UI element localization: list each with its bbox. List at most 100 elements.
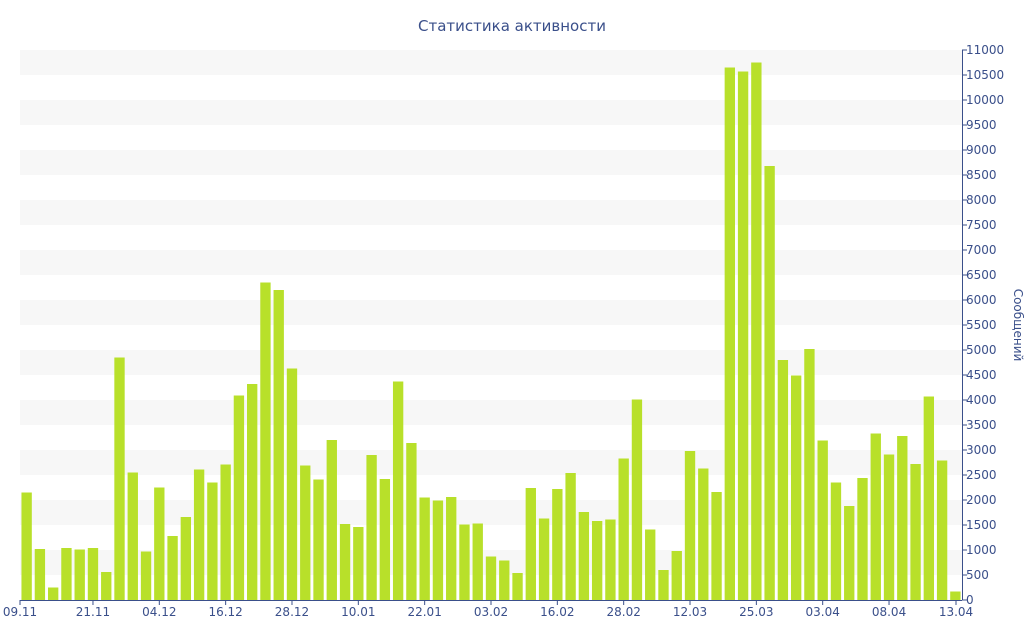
bar[interactable]	[883, 454, 895, 601]
grid-band	[20, 400, 962, 425]
bar[interactable]	[485, 556, 497, 601]
bar[interactable]	[167, 536, 178, 600]
bar[interactable]	[87, 548, 99, 600]
bar[interactable]	[565, 473, 576, 600]
y-tick-label: 0	[966, 593, 974, 607]
bar[interactable]	[671, 551, 682, 600]
bar[interactable]	[154, 487, 165, 601]
bar[interactable]	[724, 67, 735, 601]
bar[interactable]	[605, 519, 616, 601]
bar[interactable]	[286, 368, 298, 601]
bar[interactable]	[631, 399, 643, 601]
bar[interactable]	[790, 375, 802, 601]
bar[interactable]	[897, 436, 908, 600]
bar[interactable]	[260, 282, 271, 601]
bar[interactable]	[658, 570, 669, 600]
bar[interactable]	[525, 488, 536, 600]
y-tick-label: 10000	[966, 93, 1004, 107]
bar[interactable]	[698, 468, 709, 601]
bar[interactable]	[432, 500, 444, 601]
bar[interactable]	[591, 521, 603, 600]
bar[interactable]	[34, 549, 46, 600]
bar[interactable]	[737, 71, 749, 601]
x-tick-label: 10.01	[341, 605, 375, 619]
bar[interactable]	[114, 357, 125, 601]
bar[interactable]	[711, 492, 722, 600]
bar[interactable]	[101, 572, 112, 600]
bar[interactable]	[472, 523, 483, 601]
bars	[21, 62, 961, 601]
y-axis-label: Сообщений	[1011, 289, 1024, 362]
bar[interactable]	[313, 479, 324, 601]
x-tick-label: 13.04	[939, 605, 973, 619]
bar[interactable]	[870, 433, 881, 601]
y-tick-label: 4500	[966, 368, 997, 382]
y-tick-label: 6500	[966, 268, 997, 282]
bar[interactable]	[379, 479, 391, 600]
bar[interactable]	[47, 587, 59, 601]
y-tick-label: 1000	[966, 543, 997, 557]
bar[interactable]	[499, 560, 510, 601]
chart-title: Статистика активности	[418, 17, 606, 35]
x-tick-label: 03.02	[474, 605, 508, 619]
bar[interactable]	[419, 497, 430, 601]
bar[interactable]	[459, 524, 470, 601]
bar[interactable]	[193, 469, 205, 601]
grid-band	[20, 300, 962, 325]
bar[interactable]	[326, 440, 337, 600]
bar[interactable]	[392, 381, 404, 601]
bar[interactable]	[751, 62, 762, 601]
bar[interactable]	[817, 440, 828, 601]
bar[interactable]	[910, 464, 921, 600]
y-tick-label: 5500	[966, 318, 997, 332]
x-tick-label: 03.04	[806, 605, 840, 619]
bar[interactable]	[645, 529, 656, 601]
x-tick-label: 12.03	[673, 605, 707, 619]
bar[interactable]	[844, 506, 855, 600]
bar[interactable]	[684, 451, 696, 600]
bar[interactable]	[764, 166, 775, 600]
bar[interactable]	[353, 527, 364, 600]
bar[interactable]	[61, 548, 72, 600]
bar[interactable]	[300, 465, 311, 601]
x-tick-label: 28.12	[275, 605, 309, 619]
bar[interactable]	[618, 458, 629, 601]
x-tick-label: 25.03	[739, 605, 773, 619]
grid-band	[20, 150, 962, 175]
y-tick-label: 7000	[966, 243, 997, 257]
bar[interactable]	[207, 482, 218, 601]
bar[interactable]	[127, 472, 138, 601]
bar[interactable]	[180, 517, 192, 600]
bar[interactable]	[552, 489, 563, 600]
y-axis: 0 500 1000 1500 2000 2500 3000 3500 4000 4500 5000…	[962, 43, 1004, 607]
bar[interactable]	[804, 349, 815, 600]
bar[interactable]	[578, 512, 590, 600]
y-tick-label: 3500	[966, 418, 997, 432]
bar[interactable]	[220, 464, 231, 601]
bar[interactable]	[830, 482, 842, 601]
bar[interactable]	[233, 395, 245, 601]
bar[interactable]	[366, 455, 377, 600]
x-tick-label: 22.01	[407, 605, 441, 619]
bar[interactable]	[950, 591, 961, 601]
bar[interactable]	[512, 573, 523, 600]
bar[interactable]	[936, 460, 948, 601]
bar[interactable]	[21, 492, 32, 601]
bar[interactable]	[538, 518, 550, 601]
bar[interactable]	[339, 524, 351, 600]
bar[interactable]	[74, 549, 85, 601]
y-tick-label: 2000	[966, 493, 997, 507]
bar[interactable]	[140, 551, 152, 601]
bar[interactable]	[247, 384, 258, 600]
grid-band	[20, 200, 962, 225]
bar[interactable]	[446, 497, 457, 600]
x-tick-label: 08.04	[872, 605, 906, 619]
bar[interactable]	[857, 478, 868, 600]
x-tick-label: 09.11	[3, 605, 37, 619]
y-tick-label: 11000	[966, 43, 1004, 57]
bar[interactable]	[273, 290, 284, 600]
bar[interactable]	[923, 396, 935, 601]
y-tick-label: 6000	[966, 293, 997, 307]
bar[interactable]	[406, 443, 417, 600]
bar[interactable]	[777, 360, 789, 600]
